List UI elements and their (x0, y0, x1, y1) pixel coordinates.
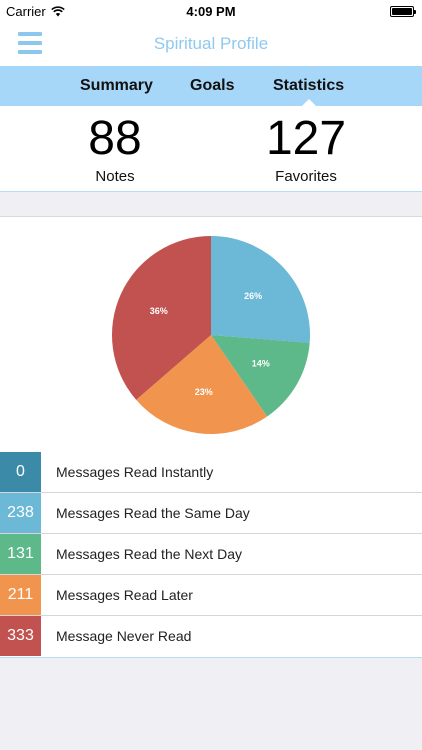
carrier-name: Carrier (6, 4, 46, 19)
list-item-label: Messages Read Instantly (56, 464, 214, 480)
list-item[interactable]: 0 Messages Read Instantly (0, 452, 422, 493)
pie-chart: 26% 14% 23% 36% (111, 236, 310, 434)
hamburger-icon[interactable] (18, 32, 42, 54)
tab-bar: Summary Goals Statistics (0, 66, 422, 106)
notes-count: 88 Notes (15, 112, 215, 186)
page-title: Spiritual Profile (153, 34, 269, 53)
pie-chart-card: 26% 14% 23% 36% (0, 216, 422, 453)
message-stats-list: 0 Messages Read Instantly 238 Messages R… (0, 452, 422, 658)
pie-slice (136, 335, 268, 434)
list-item-label: Messages Read the Next Day (56, 546, 242, 562)
list-item-label: Messages Read the Same Day (56, 505, 250, 521)
pie-slice (211, 335, 310, 417)
pie-slice-label: 23% (195, 387, 213, 397)
favorites-count: 127 Favorites (206, 112, 406, 186)
count-badge: 238 (0, 493, 41, 533)
pie-slice (111, 236, 211, 400)
tab-goals[interactable]: Goals (190, 77, 235, 94)
pie-slice-label: 14% (252, 359, 270, 369)
favorites-count-label: Favorites (275, 168, 337, 185)
list-item[interactable]: 211 Messages Read Later (0, 575, 422, 616)
notes-count-label: Notes (95, 168, 135, 185)
favorites-count-value: 127 (265, 112, 347, 165)
count-badge: 0 (0, 452, 41, 492)
notes-count-value: 88 (88, 112, 142, 165)
wifi-icon (50, 6, 65, 17)
carrier-indicator: Carrier (6, 4, 65, 19)
status-bar: Carrier 4:09 PM (0, 0, 422, 22)
list-item[interactable]: 131 Messages Read the Next Day (0, 534, 422, 575)
tab-statistics[interactable]: Statistics (273, 66, 344, 106)
list-item-label: Message Never Read (56, 628, 192, 644)
count-badge: 333 (0, 616, 41, 656)
pie-slice-label: 36% (150, 306, 168, 316)
list-item[interactable]: 333 Message Never Read (0, 616, 422, 657)
nav-bar: Spiritual Profile (0, 22, 422, 66)
pie-slice (211, 236, 310, 343)
clock: 4:09 PM (186, 4, 236, 19)
tab-summary[interactable]: Summary (80, 77, 153, 94)
battery-icon (390, 6, 416, 17)
count-badge: 131 (0, 534, 41, 574)
counts-panel: 88 Notes 127 Favorites (0, 106, 422, 192)
list-item[interactable]: 238 Messages Read the Same Day (0, 493, 422, 534)
pie-slice-label: 26% (244, 291, 262, 301)
list-item-label: Messages Read Later (56, 587, 193, 603)
count-badge: 211 (0, 575, 41, 615)
